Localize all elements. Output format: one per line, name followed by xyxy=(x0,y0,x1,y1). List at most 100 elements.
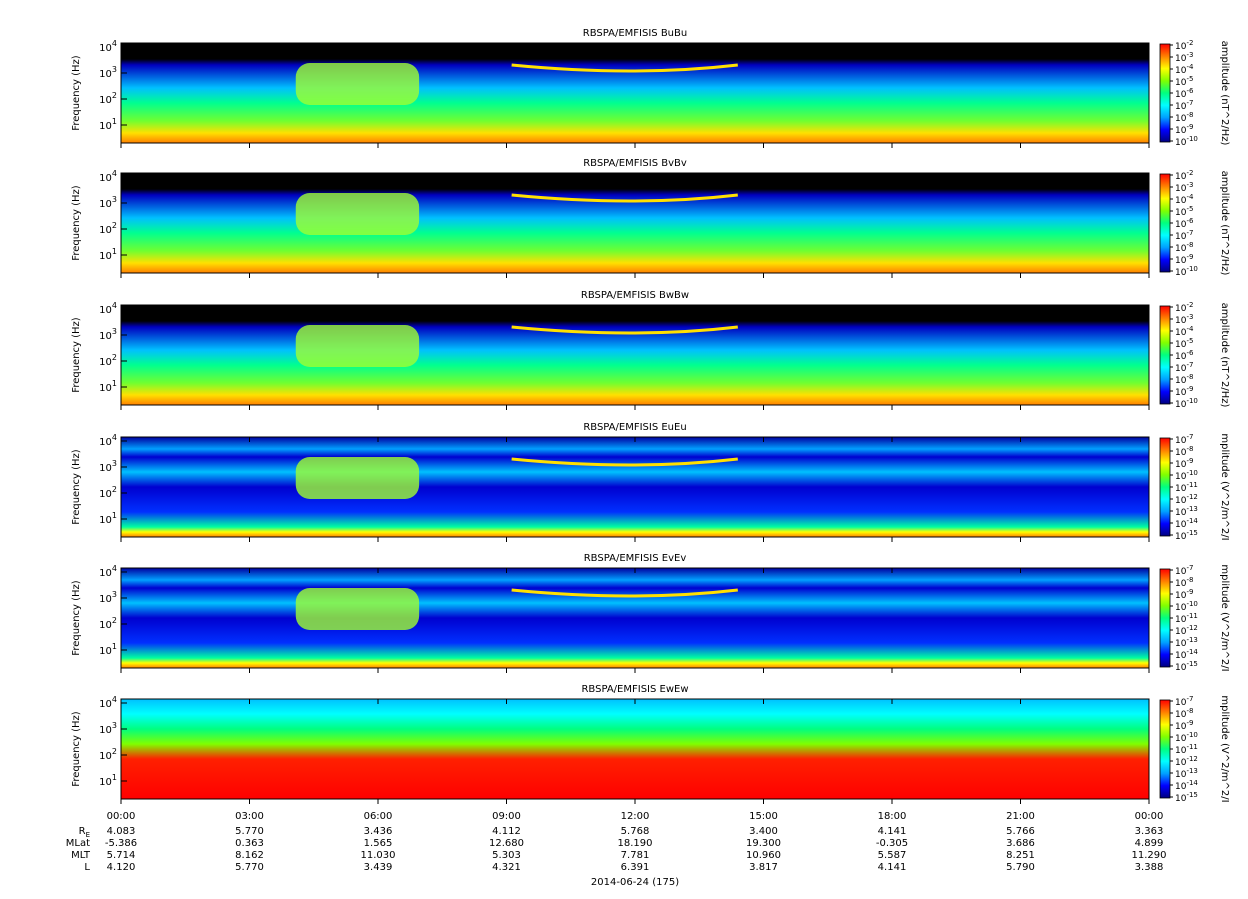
x-tick-label: 21:00 xyxy=(1006,811,1035,822)
date-label: 2014-06-24 (175) xyxy=(591,877,679,888)
ephemeris-value: 4.141 xyxy=(878,862,907,873)
colorbar-tick-label: 10-7 xyxy=(1175,99,1193,112)
y-tick-label: 101 xyxy=(99,247,117,262)
spectrogram-panel: RBSPA/EMFISIS BuBu Frequency (Hz) 101 102 10… xyxy=(71,28,1230,148)
colorbar-tick-label: 10-6 xyxy=(1175,87,1194,100)
colorbar-tick-label: 10-7 xyxy=(1175,695,1193,708)
colorbar-tick-label: 10-3 xyxy=(1175,51,1193,64)
y-tick-label: 104 xyxy=(99,564,117,579)
colorbar-tick-label: 10-9 xyxy=(1175,253,1193,266)
ephemeris-value: 3.363 xyxy=(1135,826,1164,837)
y-tick-label: 103 xyxy=(99,195,117,210)
spectrogram-image xyxy=(121,305,1149,405)
colorbar-tick-label: 10-10 xyxy=(1175,600,1198,613)
spectrogram-panel: RBSPA/EMFISIS EuEu Frequency (Hz) 101 102 10… xyxy=(71,422,1230,542)
colorbar-tick-label: 10-7 xyxy=(1175,229,1193,242)
spectrogram-image xyxy=(121,173,1149,273)
colorbar-tick-label: 10-7 xyxy=(1175,433,1193,446)
ephemeris-value: 4.120 xyxy=(107,862,136,873)
spectrogram-panel: RBSPA/EMFISIS EvEv Frequency (Hz) 101 102 10… xyxy=(71,553,1230,673)
x-tick-label: 06:00 xyxy=(364,811,393,822)
ephemeris-row-label: MLT xyxy=(71,850,91,861)
chorus-arc xyxy=(511,193,738,203)
y-tick-label: 104 xyxy=(99,433,117,448)
y-tick-label: 103 xyxy=(99,721,117,736)
colorbar-tick-label: 10-2 xyxy=(1175,301,1193,314)
ephemeris-value: 0.363 xyxy=(235,838,264,849)
ephemeris-table: 00:00 03:00 06:00 09:00 12:00 15:00 18:00 21:00… xyxy=(66,811,1167,873)
y-tick-label: 101 xyxy=(99,117,117,132)
colorbar-label: amplitude (nT^2/Hz) xyxy=(1219,171,1230,276)
ephemeris-value: 5.770 xyxy=(235,862,264,873)
x-tick-label: 09:00 xyxy=(492,811,521,822)
colorbar-label: mplitude (V^2/m^2/I xyxy=(1219,433,1230,540)
y-tick-label: 104 xyxy=(99,301,117,316)
colorbar-tick-label: 10-14 xyxy=(1175,517,1198,530)
colorbar-tick-label: 10-4 xyxy=(1175,193,1194,206)
ephemeris-value: 3.400 xyxy=(749,826,778,837)
colorbar xyxy=(1159,568,1171,668)
colorbar-tick-label: 10-15 xyxy=(1175,791,1198,804)
ephemeris-value: 5.587 xyxy=(878,850,907,861)
x-tick-label: 18:00 xyxy=(878,811,907,822)
colorbar-tick-label: 10-11 xyxy=(1175,743,1198,756)
y-tick-label: 102 xyxy=(99,485,117,500)
ephemeris-value: 5.714 xyxy=(107,850,136,861)
ephemeris-value: 3.439 xyxy=(364,862,393,873)
colorbar-tick-label: 10-10 xyxy=(1175,469,1198,482)
chorus-arc xyxy=(511,457,738,467)
spectrogram-image xyxy=(121,568,1149,668)
y-tick-label: 103 xyxy=(99,590,117,605)
spectrogram-panel: RBSPA/EMFISIS BvBv Frequency (Hz) 101 102 10… xyxy=(71,158,1230,278)
colorbar-tick-label: 10-8 xyxy=(1175,707,1193,720)
panel-title: RBSPA/EMFISIS EvEv xyxy=(584,553,687,564)
wave-band xyxy=(295,588,420,630)
panel-title: RBSPA/EMFISIS BwBw xyxy=(581,290,689,301)
colorbar-tick-label: 10-15 xyxy=(1175,660,1198,673)
y-tick-label: 103 xyxy=(99,65,117,80)
ephemeris-value: 8.162 xyxy=(235,850,264,861)
colorbar-tick-label: 10-5 xyxy=(1175,205,1193,218)
y-tick-label: 101 xyxy=(99,511,117,526)
y-tick-label: 102 xyxy=(99,221,117,236)
colorbar-tick-label: 10-6 xyxy=(1175,349,1194,362)
spectrogram-image xyxy=(121,437,1149,537)
ephemeris-value: 1.565 xyxy=(364,838,393,849)
panel-title: RBSPA/EMFISIS BuBu xyxy=(583,28,687,39)
ephemeris-value: 5.790 xyxy=(1006,862,1035,873)
wave-band xyxy=(295,193,420,235)
colorbar-tick-label: 10-2 xyxy=(1175,169,1193,182)
x-tick-label: 03:00 xyxy=(235,811,264,822)
ephemeris-row-label: MLat xyxy=(66,838,90,849)
panel-title: RBSPA/EMFISIS EuEu xyxy=(583,422,686,433)
y-axis-label: Frequency (Hz) xyxy=(71,185,82,261)
y-tick-label: 102 xyxy=(99,616,117,631)
colorbar xyxy=(1159,43,1171,143)
colorbar-label: mplitude (V^2/m^2/I xyxy=(1219,695,1230,802)
colorbar-tick-label: 10-7 xyxy=(1175,564,1193,577)
ephemeris-value: 18.190 xyxy=(618,838,653,849)
wave-band xyxy=(295,63,420,105)
y-tick-label: 102 xyxy=(99,91,117,106)
ephemeris-value: 3.686 xyxy=(1006,838,1035,849)
colorbar-label: mplitude (V^2/m^2/I xyxy=(1219,564,1230,671)
y-tick-label: 104 xyxy=(99,169,117,184)
ephemeris-value: 5.768 xyxy=(621,826,650,837)
colorbar-tick-label: 10-4 xyxy=(1175,63,1194,76)
colorbar-tick-label: 10-9 xyxy=(1175,123,1193,136)
y-axis-label: Frequency (Hz) xyxy=(71,449,82,525)
ephemeris-value: 4.141 xyxy=(878,826,907,837)
ephemeris-value: -0.305 xyxy=(876,838,908,849)
spectrogram-panel: RBSPA/EMFISIS EwEw Frequency (Hz) 101 102 10… xyxy=(71,684,1230,804)
ephemeris-value: 5.766 xyxy=(1006,826,1035,837)
colorbar-tick-label: 10-2 xyxy=(1175,39,1193,52)
y-tick-label: 102 xyxy=(99,747,117,762)
colorbar-tick-label: 10-8 xyxy=(1175,373,1193,386)
x-tick-label: 00:00 xyxy=(1135,811,1164,822)
x-tick-label: 00:00 xyxy=(107,811,136,822)
x-tick-label: 15:00 xyxy=(749,811,778,822)
wave-band xyxy=(295,457,420,499)
colorbar-tick-label: 10-8 xyxy=(1175,241,1193,254)
y-tick-label: 103 xyxy=(99,327,117,342)
